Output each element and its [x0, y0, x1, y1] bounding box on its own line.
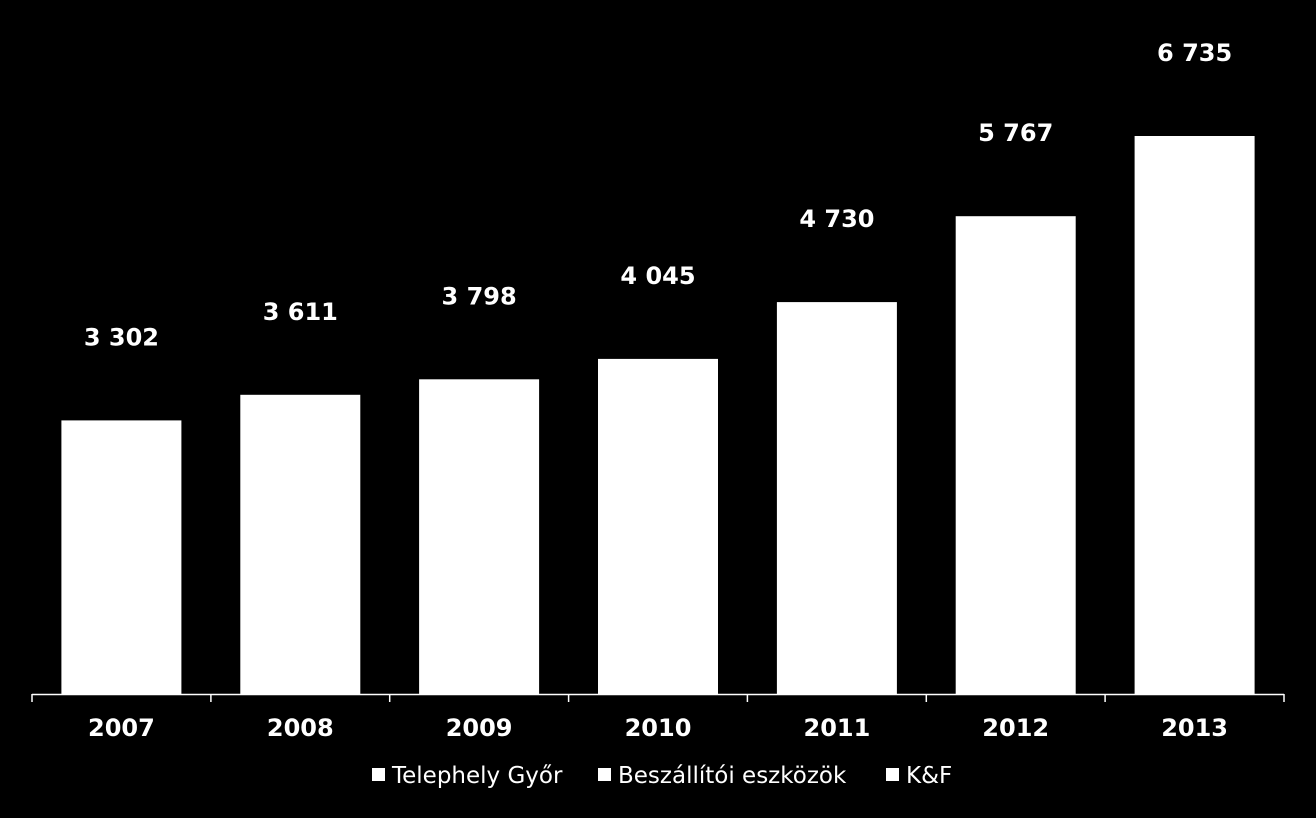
legend-swatch [598, 768, 611, 781]
x-tick-label: 2012 [982, 714, 1049, 742]
bar-value-label: 3 611 [263, 298, 338, 326]
bar-value-label: 4 045 [620, 262, 695, 290]
legend-label: Beszállítói eszközök [618, 763, 847, 789]
legend-swatch [886, 768, 899, 781]
bar-2010 [598, 358, 718, 694]
legend-item: Beszállítói eszközök [598, 763, 847, 789]
legend-label: K&F [906, 763, 952, 789]
bar-2008 [240, 394, 361, 694]
bar-2012 [955, 216, 1076, 694]
legend-swatch [372, 768, 385, 781]
x-tick-label: 2011 [804, 714, 871, 742]
bar-2007 [61, 420, 182, 694]
bar-2013 [1134, 136, 1255, 694]
x-tick-labels: 2007 2008 2009 2010 2011 2012 2013 [88, 714, 1228, 742]
bar-2011 [776, 302, 897, 694]
bar-value-label: 3 798 [442, 282, 517, 310]
legend-label: Telephely Győr [391, 763, 563, 789]
bars-layer [61, 136, 1255, 694]
bar-value-label: 6 735 [1157, 39, 1232, 67]
legend-item: K&F [886, 763, 952, 789]
bar-value-label: 4 730 [799, 205, 874, 233]
legend-item: Telephely Győr [372, 763, 563, 789]
legend: Telephely Győr Beszállítói eszközök K&F [372, 763, 952, 789]
x-axis [31, 693, 1285, 702]
x-tick-label: 2013 [1161, 714, 1228, 742]
x-tick-label: 2007 [88, 714, 155, 742]
x-tick-label: 2008 [267, 714, 334, 742]
value-labels-layer: 3 302 3 611 3 798 4 045 4 730 5 767 6 735 [84, 39, 1232, 351]
x-tick-label: 2009 [446, 714, 513, 742]
x-tick-label: 2010 [625, 714, 692, 742]
bar-value-label: 3 302 [84, 323, 159, 351]
bar-value-label: 5 767 [978, 119, 1053, 147]
bar-2009 [419, 379, 540, 694]
